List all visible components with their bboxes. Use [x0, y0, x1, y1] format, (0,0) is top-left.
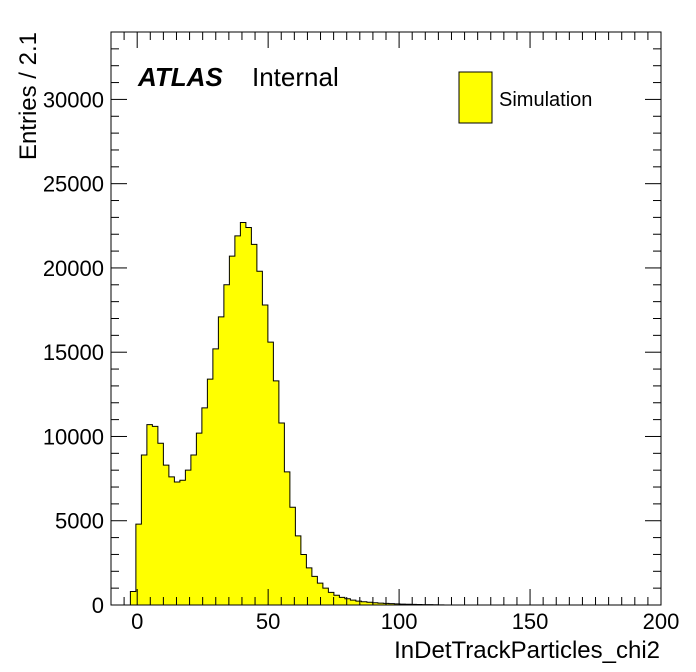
y-tick-label: 25000	[43, 172, 104, 197]
y-tick-label: 20000	[43, 256, 104, 281]
histogram-bar	[229, 256, 236, 605]
atlas-label: ATLAS	[137, 62, 223, 92]
x-axis-title: InDetTrackParticles_chi2	[394, 637, 660, 664]
histogram-bar	[361, 601, 368, 605]
histogram-bar	[273, 380, 280, 605]
x-tick-label: 50	[256, 609, 280, 634]
x-tick-label: 0	[131, 609, 143, 634]
histogram-bar	[251, 244, 258, 606]
histogram-bar	[207, 379, 214, 605]
histogram-bar	[179, 480, 186, 605]
histogram-bar	[350, 600, 357, 605]
histogram-bar	[218, 316, 225, 605]
histogram-bar	[333, 595, 340, 605]
histogram-bar	[306, 567, 313, 605]
histogram-bar	[141, 455, 148, 605]
y-tick-label: 5000	[55, 509, 104, 534]
histogram-bars	[129, 221, 445, 606]
histogram-bar	[372, 602, 379, 605]
histogram-bar	[366, 602, 373, 605]
histogram-bar	[152, 426, 159, 605]
histogram-bar	[267, 342, 274, 605]
histogram-bar	[196, 433, 203, 605]
axis-tick-labels: 0 50 100 150 200 0 5000 10000 15000 20000 25000 300…	[43, 87, 680, 634]
internal-label: Internal	[252, 62, 339, 92]
legend-entry-simulation: Simulation	[499, 89, 592, 111]
x-tick-label: 200	[643, 609, 680, 634]
histogram-bar	[201, 407, 208, 605]
legend-swatch	[458, 71, 493, 124]
histogram-bar	[289, 507, 296, 605]
y-tick-label: 10000	[43, 424, 104, 449]
histogram-bar	[234, 235, 241, 605]
histogram-bar	[339, 597, 346, 605]
histogram-bar	[394, 603, 401, 605]
histogram-bar	[168, 476, 175, 605]
histogram-bar	[300, 554, 307, 605]
histogram-bar	[262, 305, 269, 605]
axis-ticks	[110, 31, 662, 606]
histogram-bar	[295, 535, 302, 605]
histogram-bar	[284, 471, 291, 605]
histogram-bar	[130, 591, 137, 605]
histogram-bar	[256, 271, 263, 605]
histogram-bar	[355, 601, 362, 605]
histogram-bar	[146, 424, 153, 605]
y-axis-title: Entries / 2.1	[15, 32, 42, 160]
histogram-bar	[174, 481, 181, 605]
histogram-bar	[377, 603, 384, 605]
histogram-bar	[212, 348, 219, 605]
histogram-bar	[245, 227, 252, 605]
x-tick-label: 100	[381, 609, 418, 634]
y-tick-label: 30000	[43, 87, 104, 112]
x-tick-label: 150	[512, 609, 549, 634]
histogram-bar	[240, 222, 247, 605]
histogram-bar	[278, 422, 285, 605]
histogram-bar	[311, 576, 318, 605]
histogram-bar	[388, 603, 395, 605]
histogram-bar	[322, 588, 329, 605]
histogram-bar	[163, 465, 170, 605]
histogram-bar	[317, 583, 324, 605]
y-tick-label: 15000	[43, 340, 104, 365]
histogram-bar	[135, 524, 142, 605]
histogram-bar	[185, 470, 192, 605]
histogram-bar	[223, 284, 230, 605]
histogram-bar	[328, 592, 335, 605]
histogram-bar	[157, 443, 164, 605]
y-tick-label: 0	[92, 593, 104, 618]
histogram-bar	[344, 598, 351, 605]
histogram-bar	[190, 455, 197, 605]
histogram-outline	[129, 221, 445, 606]
